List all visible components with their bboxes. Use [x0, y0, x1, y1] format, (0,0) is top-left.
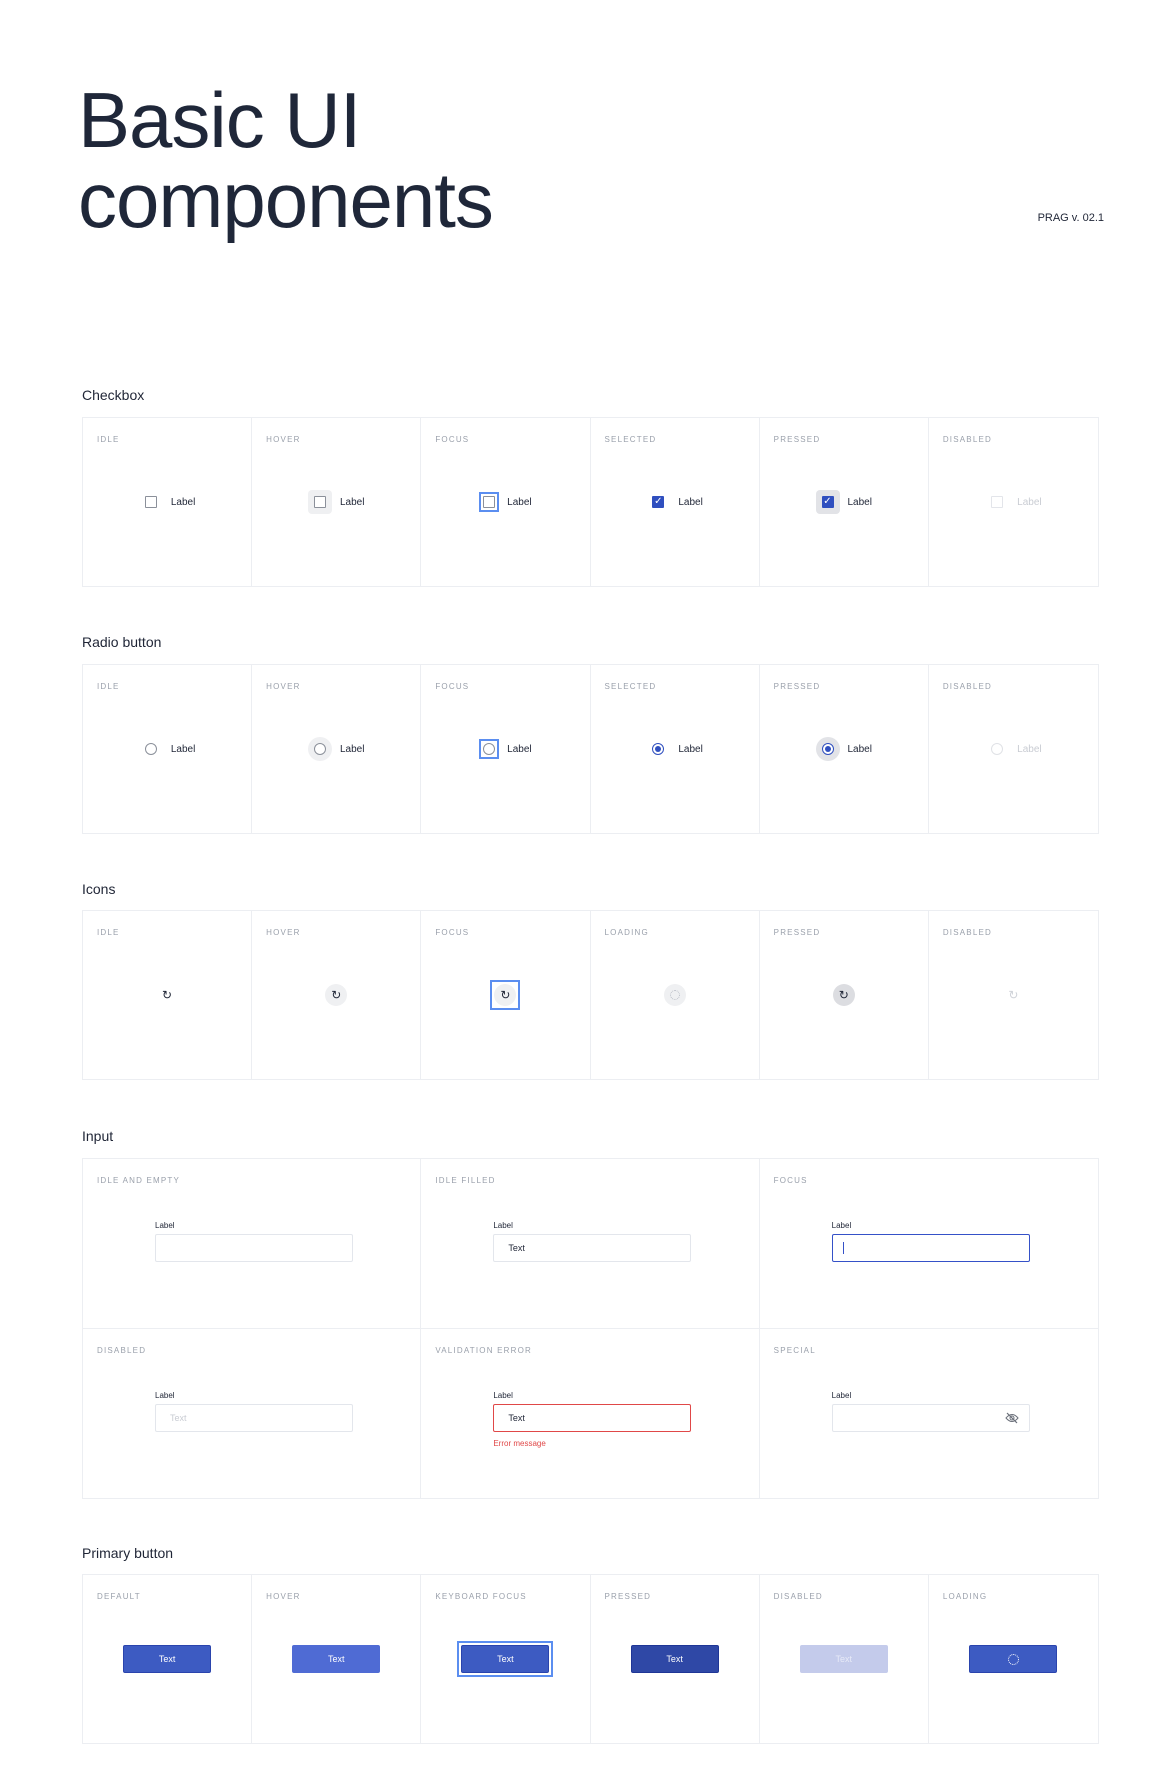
section-title-checkbox: Checkbox — [82, 387, 145, 403]
checkbox-checked[interactable]: ✓ — [652, 496, 665, 508]
section-title-icons: Icons — [82, 881, 116, 897]
text-input-disabled: Text — [155, 1404, 353, 1432]
icons-grid: Idle ↻ Hover ↻ Focus ↻ Loading Pressed ↻ Dis… — [82, 910, 1099, 1080]
icon-cell-hover: Hover ↻ — [252, 911, 422, 1079]
text-input-error[interactable]: Text — [493, 1404, 692, 1432]
input-cell-focus: Focus Label — [759, 1159, 1098, 1329]
icon-cell-idle: Idle ↻ — [83, 911, 253, 1079]
checkbox-cell-hover: Hover Label — [252, 418, 422, 586]
checkbox-cell-idle: Idle Label — [83, 418, 253, 586]
button-cell-hover: Hover Text — [252, 1575, 422, 1743]
radio-grid: Idle Label Hover Label Focus Label Selected… — [82, 664, 1099, 834]
button-cell-disabled: Disabled Text — [760, 1575, 929, 1743]
checkbox[interactable] — [483, 496, 496, 508]
password-input[interactable] — [831, 1404, 1030, 1432]
page-title: Basic UI components — [78, 76, 494, 244]
checkbox-checked[interactable]: ✓ — [821, 496, 834, 508]
radio-cell-selected: Selected Label — [591, 665, 760, 833]
checkbox-grid: Idle Label Hover Label Focus Label Selected… — [82, 417, 1099, 587]
loading-spinner-icon — [663, 984, 686, 1006]
checkbox-cell-disabled: Disabled Label — [942, 435, 1042, 508]
primary-button-loading — [969, 1645, 1058, 1673]
input-cell-validation-error: Validation error Label Text Error message — [421, 1329, 760, 1498]
refresh-icon[interactable]: ↻ — [325, 984, 348, 1006]
checkbox[interactable] — [314, 496, 326, 508]
radio-cell-focus: Focus Label — [421, 665, 591, 833]
text-caret — [842, 1242, 844, 1254]
refresh-icon: ↻ — [1008, 988, 1019, 1002]
check-icon: ✓ — [823, 496, 832, 507]
icon-cell-focus: Focus ↻ — [421, 911, 591, 1079]
input-cell-idle-empty: Idle and empty Label — [83, 1159, 422, 1329]
section-title-primary-button: Primary button — [82, 1545, 174, 1561]
radio-button[interactable] — [483, 743, 496, 755]
error-message: Error message — [493, 1439, 546, 1448]
button-cell-default: Default Text — [83, 1575, 253, 1743]
input-grid: Idle and empty Label Idle filled Label Text… — [82, 1158, 1099, 1499]
radio-button-disabled — [991, 743, 1004, 755]
eye-off-icon[interactable] — [1004, 1412, 1019, 1424]
checkbox-cell-focus: Focus Label — [421, 418, 591, 586]
radio-button[interactable] — [314, 743, 326, 755]
text-input[interactable] — [155, 1234, 353, 1262]
section-title-input: Input — [82, 1128, 114, 1144]
section-title-radio: Radio button — [82, 634, 162, 650]
radio-button[interactable] — [144, 743, 157, 755]
radio-button-selected[interactable] — [652, 743, 665, 755]
primary-button-grid: Default Text Hover Text Keyboard focus Text… — [82, 1574, 1099, 1744]
button-cell-keyboard-focus: Keyboard focus Text — [421, 1575, 591, 1743]
button-cell-pressed: Pressed Text — [591, 1575, 760, 1743]
text-input[interactable]: Text — [493, 1234, 692, 1262]
primary-button-disabled: Text — [799, 1645, 888, 1673]
radio-cell-idle: Idle Label — [83, 665, 253, 833]
radio-button-selected[interactable] — [821, 743, 834, 755]
loading-spinner-icon — [1007, 1653, 1019, 1665]
icon-cell-disabled: Disabled ↻ — [929, 911, 1098, 1079]
radio-cell-hover: Hover Label — [252, 665, 422, 833]
primary-button[interactable]: Text — [292, 1645, 381, 1673]
text-input-focused[interactable] — [831, 1234, 1030, 1262]
checkbox[interactable] — [144, 496, 157, 508]
refresh-icon[interactable]: ↻ — [162, 988, 173, 1002]
radio-cell-disabled: Disabled Label — [942, 682, 1042, 755]
primary-button[interactable]: Text — [630, 1645, 719, 1673]
primary-button[interactable]: Text — [123, 1645, 212, 1673]
input-cell-idle-filled: Idle filled Label Text — [421, 1159, 760, 1329]
checkbox-cell-selected: Selected ✓ Label — [591, 418, 760, 586]
icon-cell-pressed: Pressed ↻ — [760, 911, 929, 1079]
version-label: PRAG v. 02.1 — [1037, 212, 1104, 224]
checkbox-disabled — [991, 496, 1004, 508]
refresh-icon[interactable]: ↻ — [832, 984, 855, 1006]
input-cell-special: Special Label — [760, 1329, 1098, 1498]
checkbox-cell-pressed: Pressed ✓ Label — [760, 418, 929, 586]
primary-button[interactable]: Text — [461, 1645, 550, 1673]
radio-cell-pressed: Pressed Label — [760, 665, 929, 833]
button-cell-loading: Loading — [929, 1575, 1098, 1743]
icon-cell-loading: Loading — [591, 911, 760, 1079]
check-icon: ✓ — [654, 496, 663, 507]
refresh-icon[interactable]: ↻ — [494, 984, 517, 1006]
input-cell-disabled: Disabled Label Text — [83, 1329, 422, 1498]
